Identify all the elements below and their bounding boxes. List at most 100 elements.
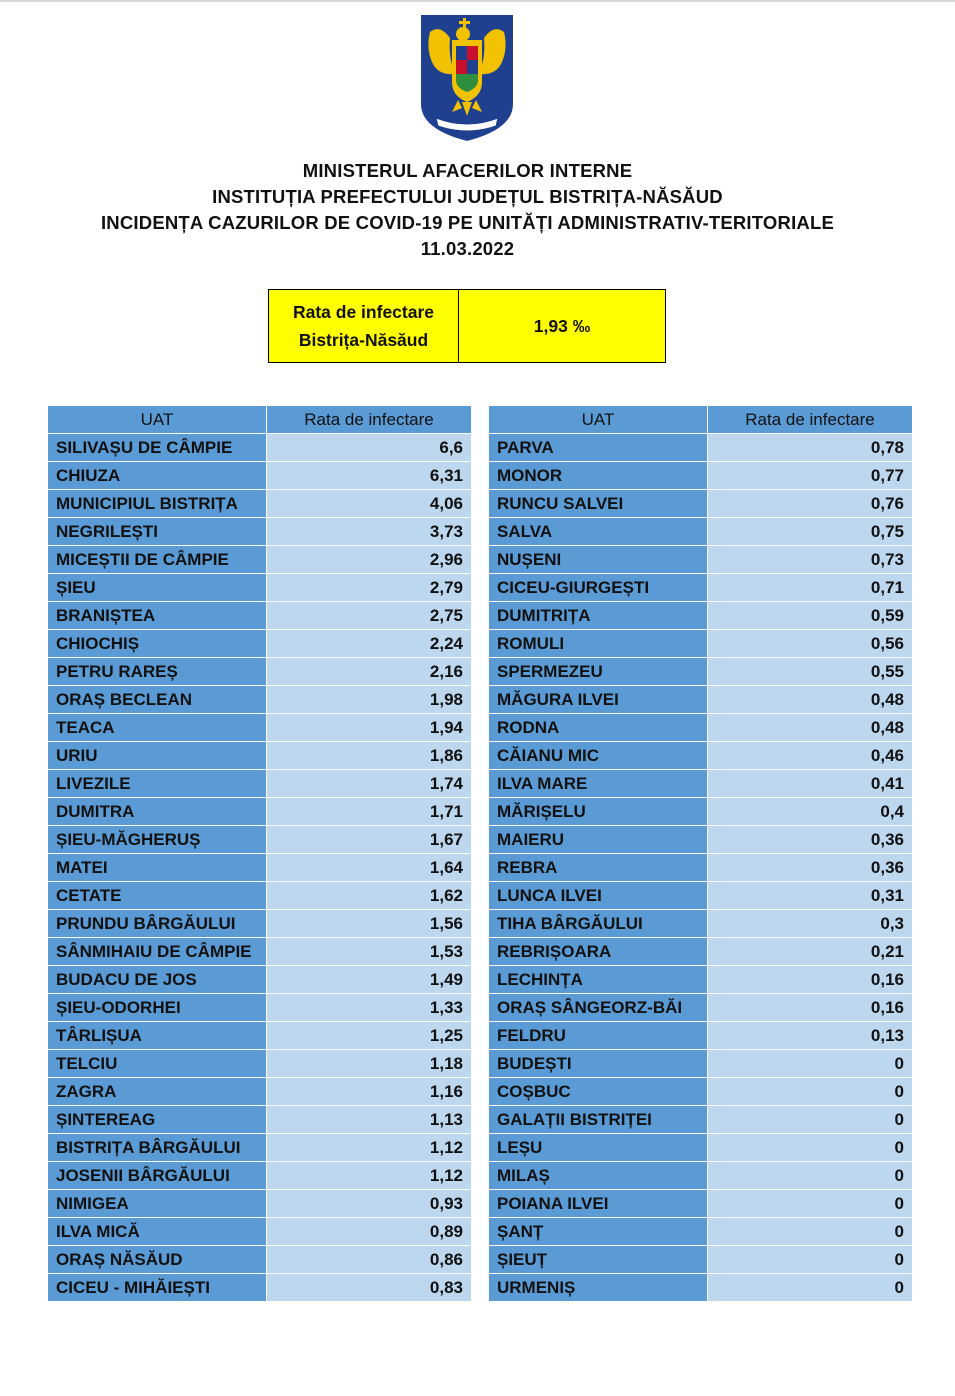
uat-name-cell: URIU: [47, 741, 267, 770]
top-divider: [0, 0, 955, 2]
table-row: GALAȚII BISTRIȚEI 0: [488, 1105, 913, 1134]
infection-rate-cell: 0,71: [707, 573, 913, 602]
uat-name-cell: NUȘENI: [488, 545, 708, 574]
table-row: CICEU - MIHĂIEȘTI 0,83: [47, 1273, 472, 1302]
uat-name-cell: RUNCU SALVEI: [488, 489, 708, 518]
table-row: URIU 1,86: [47, 741, 472, 770]
infection-rate-cell: 0,36: [707, 825, 913, 854]
infection-rate-cell: 2,79: [266, 573, 472, 602]
table-row: LECHINȚA 0,16: [488, 965, 913, 994]
infection-rate-cell: 1,98: [266, 685, 472, 714]
uat-name-cell: ROMULI: [488, 629, 708, 658]
uat-name-cell: CHIUZA: [47, 461, 267, 490]
table-row: ȘIEUȚ 0: [488, 1245, 913, 1274]
uat-name-cell: ORAȘ NĂSĂUD: [47, 1245, 267, 1274]
infection-rate-cell: 0,21: [707, 937, 913, 966]
county-rate-label-line1: Rata de infectare: [292, 302, 435, 322]
report-title: INCIDENȚA CAZURILOR DE COVID-19 PE UNITĂ…: [100, 212, 835, 233]
table-row: MILAȘ 0: [488, 1161, 913, 1190]
uat-name-cell: LUNCA ILVEI: [488, 881, 708, 910]
infection-rate-cell: 1,12: [266, 1161, 472, 1190]
table-row: MONOR 0,77: [488, 461, 913, 490]
uat-name-cell: ȘIEU: [47, 573, 267, 602]
uat-name-cell: REBRA: [488, 853, 708, 882]
infection-rate-cell: 0,13: [707, 1021, 913, 1050]
infection-rate-cell: 0,48: [707, 685, 913, 714]
infection-rate-cell: 0: [707, 1189, 913, 1218]
infection-rate-cell: 0: [707, 1161, 913, 1190]
uat-name-cell: LIVEZILE: [47, 769, 267, 798]
uat-name-cell: SPERMEZEU: [488, 657, 708, 686]
table-row: ILVA MICĂ 0,89: [47, 1217, 472, 1246]
table-row: NEGRILEȘTI 3,73: [47, 517, 472, 546]
table-row: TIHA BÂRGĂULUI 0,3: [488, 909, 913, 938]
uat-name-cell: URMENIȘ: [488, 1273, 708, 1302]
infection-rate-cell: 1,12: [266, 1133, 472, 1162]
table-row: BUDEȘTI 0: [488, 1049, 913, 1078]
infection-rate-cell: 6,6: [266, 433, 472, 462]
infection-rate-cell: 1,49: [266, 965, 472, 994]
uat-name-cell: ȘINTEREAG: [47, 1105, 267, 1134]
uat-name-cell: ȘIEU-ODORHEI: [47, 993, 267, 1022]
infection-rate-cell: 1,16: [266, 1077, 472, 1106]
uat-name-cell: ZAGRA: [47, 1077, 267, 1106]
report-date: 11.03.2022: [420, 238, 515, 259]
infection-rate-cell: 1,94: [266, 713, 472, 742]
infection-rate-cell: 2,75: [266, 601, 472, 630]
infection-rate-cell: 0,16: [707, 965, 913, 994]
uat-name-cell: COȘBUC: [488, 1077, 708, 1106]
uat-name-cell: TÂRLIȘUA: [47, 1021, 267, 1050]
uat-name-cell: ILVA MARE: [488, 769, 708, 798]
table-row: SILIVAȘU DE CÂMPIE 6,6: [47, 433, 472, 462]
table-header-row: UAT Rata de infectare: [47, 405, 472, 434]
uat-name-cell: BUDACU DE JOS: [47, 965, 267, 994]
table-row: CHIUZA 6,31: [47, 461, 472, 490]
uat-name-cell: DUMITRIȚA: [488, 601, 708, 630]
table-row: PETRU RAREȘ 2,16: [47, 657, 472, 686]
uat-name-cell: SILIVAȘU DE CÂMPIE: [47, 433, 267, 462]
infection-rate-cell: 0,93: [266, 1189, 472, 1218]
infection-rate-cell: 0,75: [707, 517, 913, 546]
county-rate-value: 1,93 ‰: [533, 315, 591, 336]
uat-table-left: UAT Rata de infectare SILIVAȘU DE CÂMPIE…: [47, 405, 472, 1302]
uat-name-cell: MILAȘ: [488, 1161, 708, 1190]
infection-rate-cell: 1,62: [266, 881, 472, 910]
uat-name-cell: BRANIȘTEA: [47, 601, 267, 630]
table-row: MUNICIPIUL BISTRIȚA 4,06: [47, 489, 472, 518]
table-row: TÂRLIȘUA 1,25: [47, 1021, 472, 1050]
infection-rate-cell: 0: [707, 1133, 913, 1162]
uat-name-cell: NIMIGEA: [47, 1189, 267, 1218]
infection-rate-cell: 0,16: [707, 993, 913, 1022]
infection-rate-cell: 0,89: [266, 1217, 472, 1246]
table-row: RODNA 0,48: [488, 713, 913, 742]
table-row: BUDACU DE JOS 1,49: [47, 965, 472, 994]
table-row: TELCIU 1,18: [47, 1049, 472, 1078]
infection-rate-cell: 0,3: [707, 909, 913, 938]
infection-rate-cell: 0,55: [707, 657, 913, 686]
table-row: CETATE 1,62: [47, 881, 472, 910]
table-row: TEACA 1,94: [47, 713, 472, 742]
uat-name-cell: GALAȚII BISTRIȚEI: [488, 1105, 708, 1134]
table-row: REBRIȘOARA 0,21: [488, 937, 913, 966]
infection-rate-cell: 1,64: [266, 853, 472, 882]
uat-name-cell: CICEU - MIHĂIEȘTI: [47, 1273, 267, 1302]
uat-name-cell: ORAȘ BECLEAN: [47, 685, 267, 714]
table-row: ORAȘ SÂNGEORZ-BĂI 0,16: [488, 993, 913, 1022]
column-header-uat: UAT: [47, 405, 267, 434]
infection-rate-cell: 6,31: [266, 461, 472, 490]
county-infection-rate-box: Rata de infectare Bistrița-Năsăud 1,93 ‰: [268, 289, 666, 363]
uat-name-cell: MĂRIȘELU: [488, 797, 708, 826]
uat-name-cell: ȘANȚ: [488, 1217, 708, 1246]
table-row: ORAȘ BECLEAN 1,98: [47, 685, 472, 714]
table-row: DUMITRIȚA 0,59: [488, 601, 913, 630]
infection-rate-cell: 0: [707, 1245, 913, 1274]
uat-name-cell: NEGRILEȘTI: [47, 517, 267, 546]
uat-name-cell: FELDRU: [488, 1021, 708, 1050]
uat-name-cell: DUMITRA: [47, 797, 267, 826]
infection-rate-cell: 1,18: [266, 1049, 472, 1078]
table-row: MICEȘTII DE CÂMPIE 2,96: [47, 545, 472, 574]
infection-rate-cell: 1,71: [266, 797, 472, 826]
infection-rate-cell: 0,36: [707, 853, 913, 882]
column-header-uat: UAT: [488, 405, 708, 434]
infection-rate-cell: 4,06: [266, 489, 472, 518]
